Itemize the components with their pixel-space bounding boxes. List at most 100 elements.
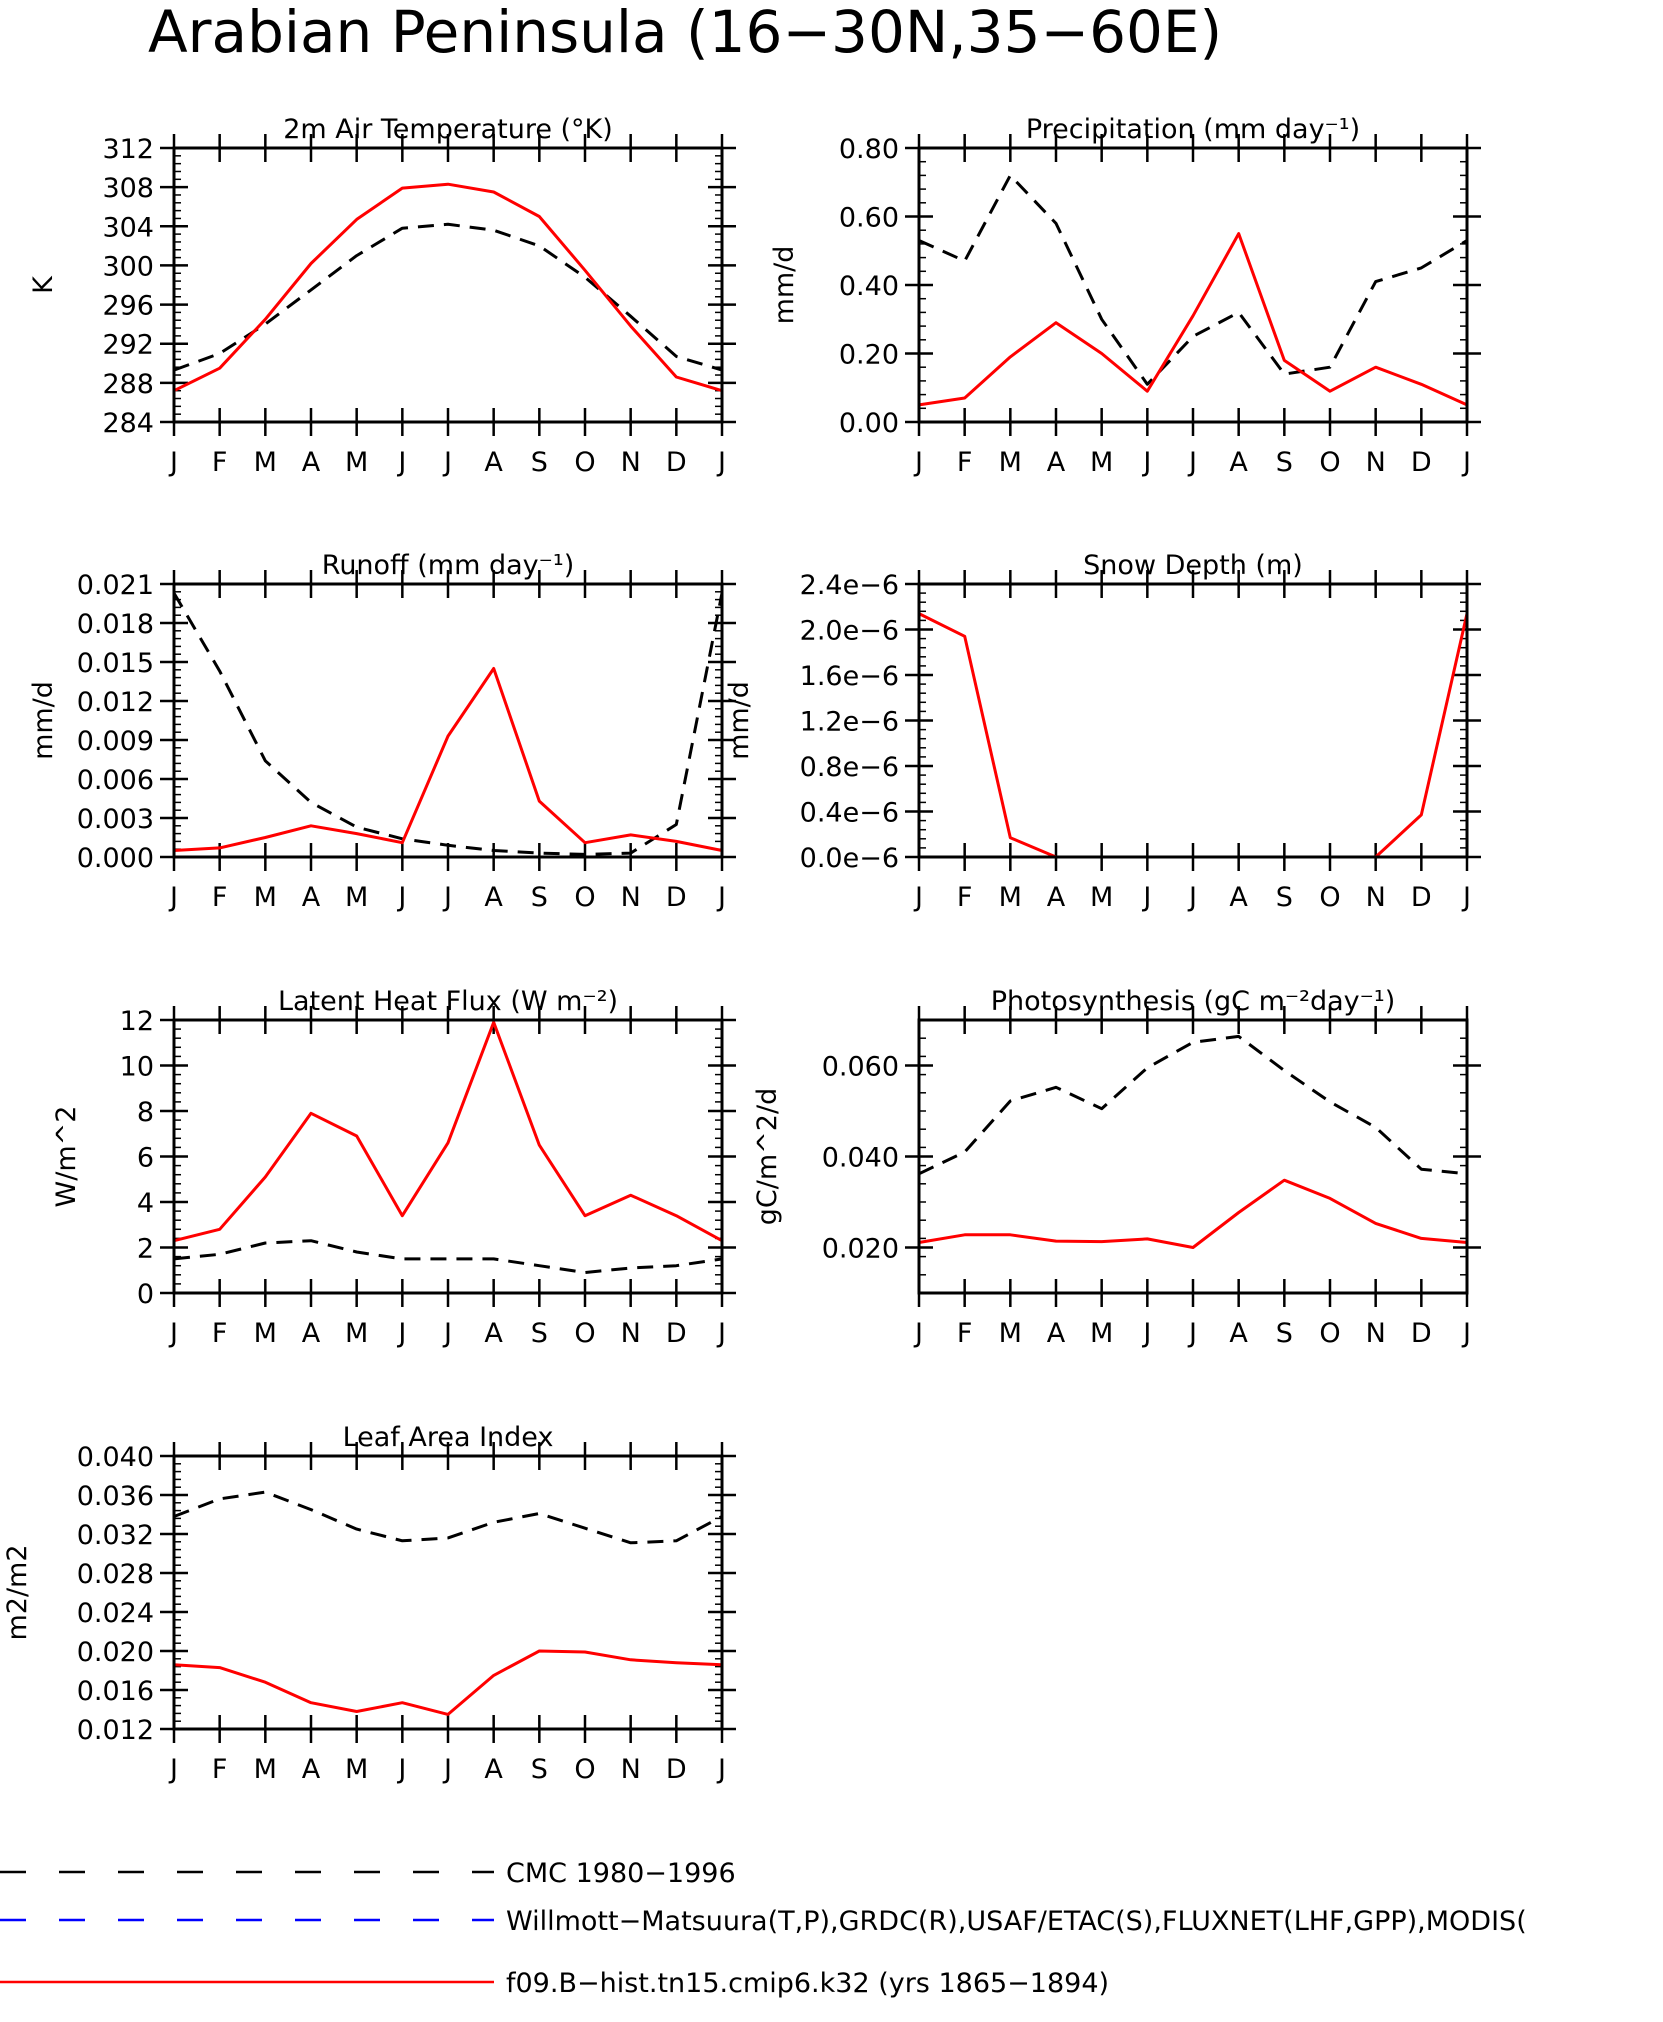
y-tick-label: 312 (102, 134, 154, 165)
x-tick-label: J (396, 1754, 406, 1785)
model-series-line (173, 1020, 723, 1243)
x-tick-label: O (574, 882, 595, 913)
x-tick-label: A (484, 447, 503, 478)
x-tick-label: N (621, 1754, 641, 1785)
x-tick-label: O (1319, 882, 1340, 913)
chart-panel-1: 2m Air Temperature (°K)K2842882922963003… (28, 114, 736, 478)
y-axis-label: mm/d (28, 681, 59, 760)
x-tick-label: A (1229, 447, 1248, 478)
x-tick-label: S (1276, 882, 1293, 913)
x-tick-label: J (168, 447, 178, 478)
plot-frame (917, 1018, 1469, 1295)
x-tick-label: N (1366, 882, 1386, 913)
x-tick-label: J (442, 447, 452, 478)
y-tick-label: 304 (102, 212, 154, 243)
y-tick-label: 6 (137, 1143, 154, 1174)
x-tick-label: M (1090, 447, 1113, 478)
y-tick-label: 0.80 (839, 134, 899, 165)
chart-panel-3: Runoff (mm day⁻¹)mm/d0.0000.0030.0060.00… (28, 550, 736, 913)
x-tick-label: F (212, 447, 228, 478)
obs-series-line (172, 592, 724, 856)
x-tick-label: D (1411, 447, 1432, 478)
x-tick-label: S (531, 447, 548, 478)
y-axis-label: mm/d (724, 681, 755, 760)
y-tick-label: 10 (120, 1052, 154, 1083)
y-tick-label: 0.00 (839, 408, 899, 439)
y-tick-label: 4 (137, 1188, 154, 1219)
y-tick-label: 1.6e−6 (800, 661, 899, 692)
x-tick-label: D (666, 882, 687, 913)
x-tick-label: M (254, 1318, 277, 1349)
x-tick-label: F (212, 882, 228, 913)
x-tick-label: A (1047, 882, 1066, 913)
y-tick-label: 0.016 (77, 1676, 154, 1707)
y-tick-label: 0.003 (77, 804, 154, 835)
x-tick-label: A (484, 1318, 503, 1349)
x-tick-label: J (1187, 882, 1197, 913)
y-tick-label: 0.036 (77, 1481, 154, 1512)
x-tick-label: F (957, 447, 973, 478)
y-tick-label: 0.60 (839, 203, 899, 234)
x-tick-label: N (1366, 447, 1386, 478)
plot-frame (172, 1454, 724, 1731)
x-tick-label: J (1141, 1318, 1151, 1349)
x-tick-label: D (666, 1318, 687, 1349)
x-tick-label: M (254, 882, 277, 913)
x-tick-label: A (302, 882, 321, 913)
x-tick-label: J (913, 882, 923, 913)
x-tick-label: A (484, 1754, 503, 1785)
y-tick-label: 0.20 (839, 340, 899, 371)
x-tick-label: F (957, 1318, 973, 1349)
x-tick-label: M (999, 447, 1022, 478)
chart-panel-6: Photosynthesis (gC m⁻²day⁻¹)gC/m^2/d0.02… (752, 986, 1481, 1349)
y-tick-label: 0.032 (77, 1520, 154, 1551)
x-tick-label: J (716, 1754, 726, 1785)
y-tick-label: 0.020 (77, 1637, 154, 1668)
x-tick-label: D (666, 1754, 687, 1785)
x-tick-label: A (302, 1318, 321, 1349)
y-tick-label: 0.006 (77, 765, 154, 796)
x-tick-label: M (254, 447, 277, 478)
y-tick-label: 2.0e−6 (800, 616, 899, 647)
main-title: Arabian Peninsula (16−30N,35−60E) (148, 0, 1222, 66)
x-tick-label: J (168, 1318, 178, 1349)
legend: CMC 1980−1996 Willmott−Matsuura(T,P),GRDC… (0, 1858, 1527, 1999)
x-tick-label: O (1319, 1318, 1340, 1349)
x-tick-label: O (574, 447, 595, 478)
x-tick-label: A (1229, 1318, 1248, 1349)
x-tick-label: D (1411, 882, 1432, 913)
y-tick-label: 12 (120, 1006, 154, 1037)
legend-label-2: Willmott−Matsuura(T,P),GRDC(R),USAF/ETAC… (506, 1906, 1527, 1937)
x-tick-label: J (1187, 1318, 1197, 1349)
x-tick-label: J (1461, 447, 1471, 478)
model-series-line (173, 667, 723, 852)
y-tick-label: 0.015 (77, 648, 154, 679)
y-axis-label: K (28, 275, 59, 294)
x-tick-label: J (442, 882, 452, 913)
chart-panel-4: Snow Depth (m)mm/d0.0e−60.4e−60.8e−61.2e… (724, 550, 1481, 913)
y-axis-label: gC/m^2/d (752, 1088, 783, 1225)
y-tick-label: 2.4e−6 (800, 570, 899, 601)
x-tick-label: A (302, 447, 321, 478)
x-tick-label: M (1090, 882, 1113, 913)
x-tick-label: A (1047, 447, 1066, 478)
x-tick-label: N (621, 882, 641, 913)
y-tick-label: 0.040 (822, 1143, 899, 1174)
y-tick-label: 0.040 (77, 1442, 154, 1473)
y-tick-label: 0.0e−6 (800, 843, 899, 874)
x-tick-label: D (1411, 1318, 1432, 1349)
y-tick-label: 0.000 (77, 843, 154, 874)
y-tick-label: 300 (102, 251, 154, 282)
y-tick-label: 0.060 (822, 1052, 899, 1083)
plot-frame (917, 582, 1469, 859)
x-tick-label: M (345, 1318, 368, 1349)
y-tick-label: 0.021 (77, 570, 154, 601)
y-tick-label: 292 (102, 330, 154, 361)
obs-series-line (918, 1034, 1468, 1176)
y-axis-label: m2/m2 (2, 1544, 33, 1640)
x-tick-label: S (531, 1318, 548, 1349)
legend-label-3: f09.B−hist.tn15.cmip6.k32 (yrs 1865−1894… (506, 1968, 1109, 1999)
x-tick-label: J (1461, 882, 1471, 913)
